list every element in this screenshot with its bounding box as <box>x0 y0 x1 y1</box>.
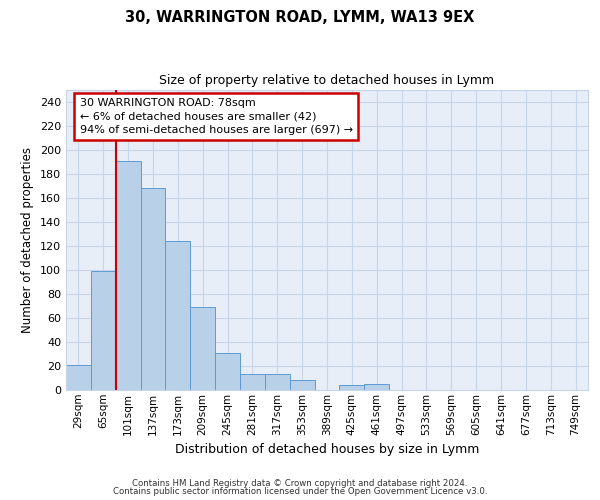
Bar <box>116 161 140 390</box>
Bar <box>290 380 314 390</box>
Bar <box>364 384 389 390</box>
Bar <box>340 385 364 390</box>
Bar <box>166 241 190 390</box>
Y-axis label: Number of detached properties: Number of detached properties <box>22 147 34 333</box>
Title: Size of property relative to detached houses in Lymm: Size of property relative to detached ho… <box>160 74 494 88</box>
Text: Contains HM Land Registry data © Crown copyright and database right 2024.: Contains HM Land Registry data © Crown c… <box>132 478 468 488</box>
Text: 30 WARRINGTON ROAD: 78sqm
← 6% of detached houses are smaller (42)
94% of semi-d: 30 WARRINGTON ROAD: 78sqm ← 6% of detach… <box>80 98 353 135</box>
Bar <box>190 307 215 390</box>
Text: 30, WARRINGTON ROAD, LYMM, WA13 9EX: 30, WARRINGTON ROAD, LYMM, WA13 9EX <box>125 10 475 25</box>
Text: Contains public sector information licensed under the Open Government Licence v3: Contains public sector information licen… <box>113 487 487 496</box>
Bar <box>265 374 290 390</box>
X-axis label: Distribution of detached houses by size in Lymm: Distribution of detached houses by size … <box>175 443 479 456</box>
Bar <box>140 188 166 390</box>
Bar <box>240 374 265 390</box>
Bar <box>215 353 240 390</box>
Bar <box>91 271 116 390</box>
Bar <box>66 365 91 390</box>
